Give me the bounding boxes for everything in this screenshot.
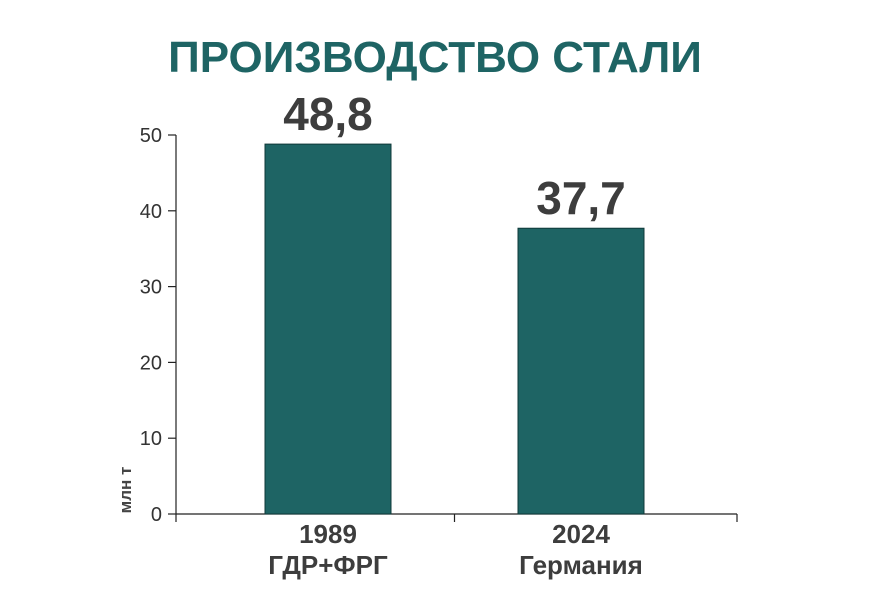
bars (264, 143, 645, 515)
y-tick-label: 30 (140, 277, 162, 299)
category-year-label: 1989 (299, 519, 357, 549)
value-labels: 48,8 37,7 (283, 88, 626, 224)
y-tick-label: 20 (140, 352, 162, 374)
y-axis: 0 10 20 30 40 50 (140, 125, 177, 526)
y-tick-label: 10 (140, 428, 162, 450)
category-region-label: Германия (519, 550, 643, 580)
category-region-label: ГДР+ФРГ (268, 550, 388, 580)
value-label-2024: 37,7 (536, 172, 626, 224)
y-tick-label: 0 (151, 504, 162, 526)
category-year-label: 2024 (552, 519, 610, 549)
bar-2024 (517, 227, 645, 515)
value-label-1989: 48,8 (283, 88, 373, 140)
bar-1989 (264, 143, 392, 515)
y-tick-label: 40 (140, 201, 162, 223)
y-axis-label: млн т (116, 467, 135, 514)
y-tick-label: 50 (140, 125, 162, 147)
chart-title: ПРОИЗВОДСТВО СТАЛИ (168, 33, 702, 82)
x-axis (175, 513, 738, 522)
